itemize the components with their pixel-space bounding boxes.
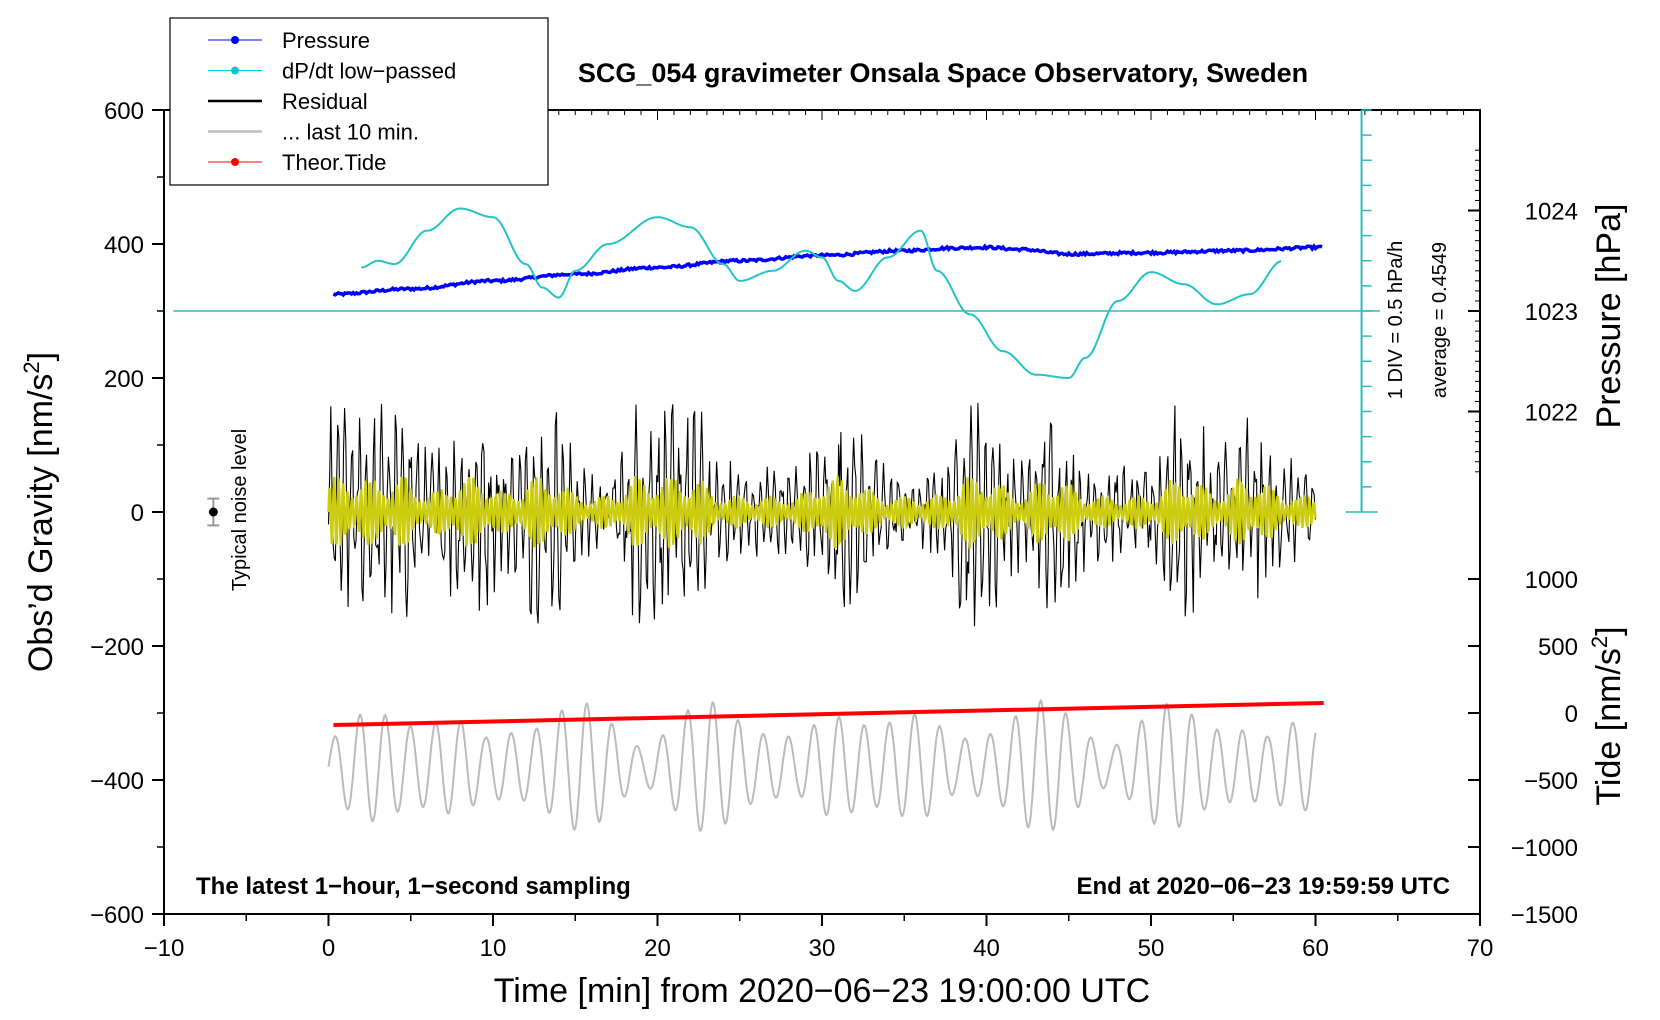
legend-dot — [231, 66, 239, 75]
y-axis-title-close: ] — [22, 352, 60, 361]
dpdt-line — [361, 207, 1282, 379]
x-tick-label: 40 — [973, 935, 1000, 962]
tide-axis: −1500 −1000 −500 0 500 1000 — [1468, 567, 1578, 929]
end-time-annotation: End at 2020−06−23 19:59:59 UTC — [1076, 873, 1450, 900]
pressure-tick-label: 1023 — [1525, 299, 1578, 326]
y-tick-label: −600 — [90, 902, 144, 929]
legend-label: ... last 10 min. — [282, 120, 419, 145]
y-tick-label: 0 — [131, 500, 144, 527]
tide-tick-label: −1000 — [1511, 835, 1578, 862]
tide-axis-title: Tide [nm/s2] — [1587, 626, 1628, 805]
pressure-axis-title: Pressure [hPa] — [1590, 204, 1628, 429]
y-tick-label: −400 — [90, 768, 144, 795]
legend-label: Pressure — [282, 28, 370, 53]
y-axis-title-sup: 2 — [19, 361, 44, 373]
tide-tick-label: −500 — [1524, 768, 1578, 795]
x-axis-title: Time [min] from 2020−06−23 19:00:00 UTC — [494, 972, 1150, 1010]
tide-axis-title-close: ] — [1590, 626, 1628, 635]
legend-label: dP/dt low−passed — [282, 59, 456, 84]
sampling-annotation: The latest 1−hour, 1−second sampling — [196, 873, 631, 900]
legend-dot — [231, 36, 239, 44]
dpdt-div-label: 1 DIV = 0.5 hPa/h — [1385, 241, 1407, 399]
tide-tick-label: 500 — [1538, 634, 1578, 661]
y-tick-label: 200 — [104, 366, 144, 393]
legend-dot — [231, 158, 239, 166]
y-axis-title-main: Obs’d Gravity [nm/s — [22, 374, 60, 673]
x-tick-label: −10 — [144, 935, 185, 962]
tide-axis-title-sup: 2 — [1587, 636, 1612, 648]
x-tick-label: 10 — [480, 935, 507, 962]
tide-tick-label: 0 — [1565, 701, 1578, 728]
tide-tick-label: 1000 — [1525, 567, 1578, 594]
x-tick-label: 60 — [1302, 935, 1329, 962]
dpdt-reference — [173, 109, 1380, 513]
legend-label: Residual — [282, 89, 368, 114]
noise-level-label: Typical noise level — [229, 429, 251, 591]
legend: Pressure dP/dt low−passed Residual ... last… — [169, 17, 549, 186]
y-tick-label: −200 — [90, 634, 144, 661]
x-tick-label: 30 — [809, 935, 836, 962]
noise-level-marker — [207, 497, 220, 527]
pressure-tick-label: 1024 — [1525, 199, 1578, 226]
x-tick-label: 20 — [644, 935, 671, 962]
legend-label: Theor.Tide — [282, 150, 386, 175]
tide-axis-title-main: Tide [nm/s — [1590, 648, 1628, 805]
y-tick-label: 600 — [104, 98, 144, 125]
chart-title: SCG_054 gravimeter Onsala Space Observat… — [578, 58, 1308, 88]
pressure-tick-label: 1022 — [1525, 400, 1578, 427]
x-tick-label: 0 — [322, 935, 335, 962]
tide-tick-label: −1500 — [1511, 902, 1578, 929]
pressure-axis: 1022 1023 1024 — [1468, 149, 1578, 473]
y-tick-label: 400 — [104, 232, 144, 259]
series-layer — [327, 207, 1324, 833]
dpdt-average-label: average = 0.4549 — [1429, 242, 1451, 398]
last-10-min-line — [327, 698, 1317, 833]
residual-filtered-line — [327, 475, 1317, 549]
x-tick-label: 50 — [1138, 935, 1165, 962]
left-axis: −600 −400 −200 0 200 400 600 — [90, 98, 164, 929]
legend-items: Pressure dP/dt low−passed Residual ... last… — [208, 28, 456, 175]
theor-tide-line — [333, 700, 1324, 728]
y-axis-title: Obs’d Gravity [nm/s2] — [19, 352, 60, 672]
pressure-line — [332, 243, 1323, 298]
bottom-axis: −10 0 10 20 30 40 50 60 70 — [144, 914, 1494, 962]
x-tick-label: 70 — [1467, 935, 1494, 962]
noise-point — [208, 507, 218, 517]
